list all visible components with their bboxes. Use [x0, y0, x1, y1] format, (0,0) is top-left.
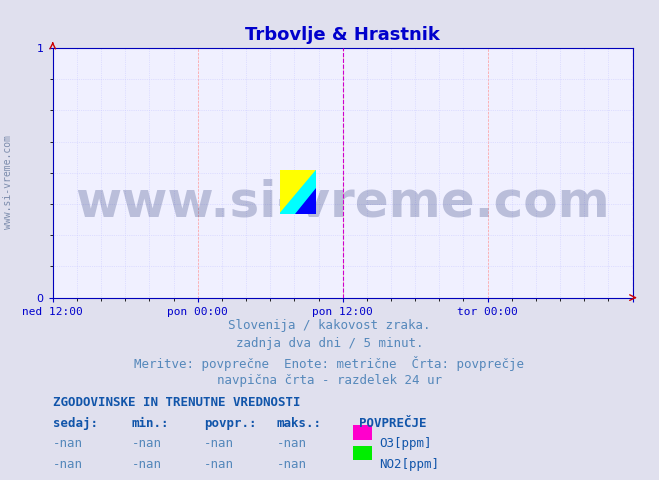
Text: -nan: -nan [53, 458, 83, 471]
Text: povpr.:: povpr.: [204, 417, 257, 430]
Text: min.:: min.: [132, 417, 169, 430]
Bar [353, 425, 372, 440]
Text: Meritve: povprečne  Enote: metrične  Črta: povprečje: Meritve: povprečne Enote: metrične Črta:… [134, 356, 525, 371]
Polygon shape [280, 170, 316, 214]
Text: -nan: -nan [277, 437, 307, 450]
Text: -nan: -nan [132, 437, 162, 450]
Text: -nan: -nan [204, 458, 235, 471]
Polygon shape [280, 170, 316, 214]
Text: www.si-vreme.com: www.si-vreme.com [3, 135, 13, 229]
Text: www.si-vreme.com: www.si-vreme.com [75, 179, 610, 227]
Text: -nan: -nan [277, 458, 307, 471]
Text: zadnja dva dni / 5 minut.: zadnja dva dni / 5 minut. [236, 337, 423, 350]
Text: O3[ppm]: O3[ppm] [379, 437, 432, 450]
Text: ZGODOVINSKE IN TRENUTNE VREDNOSTI: ZGODOVINSKE IN TRENUTNE VREDNOSTI [53, 396, 301, 409]
Polygon shape [295, 188, 316, 214]
Text: navpična črta - razdelek 24 ur: navpična črta - razdelek 24 ur [217, 374, 442, 387]
Text: -nan: -nan [53, 437, 83, 450]
Text: -nan: -nan [132, 458, 162, 471]
Bar [353, 446, 372, 460]
Text: POVPREČJE: POVPREČJE [359, 417, 426, 430]
Text: sedaj:: sedaj: [53, 417, 98, 430]
Text: maks.:: maks.: [277, 417, 322, 430]
Title: Trbovlje & Hrastnik: Trbovlje & Hrastnik [245, 25, 440, 44]
Text: -nan: -nan [204, 437, 235, 450]
Text: Slovenija / kakovost zraka.: Slovenija / kakovost zraka. [228, 319, 431, 332]
Text: NO2[ppm]: NO2[ppm] [379, 458, 439, 471]
